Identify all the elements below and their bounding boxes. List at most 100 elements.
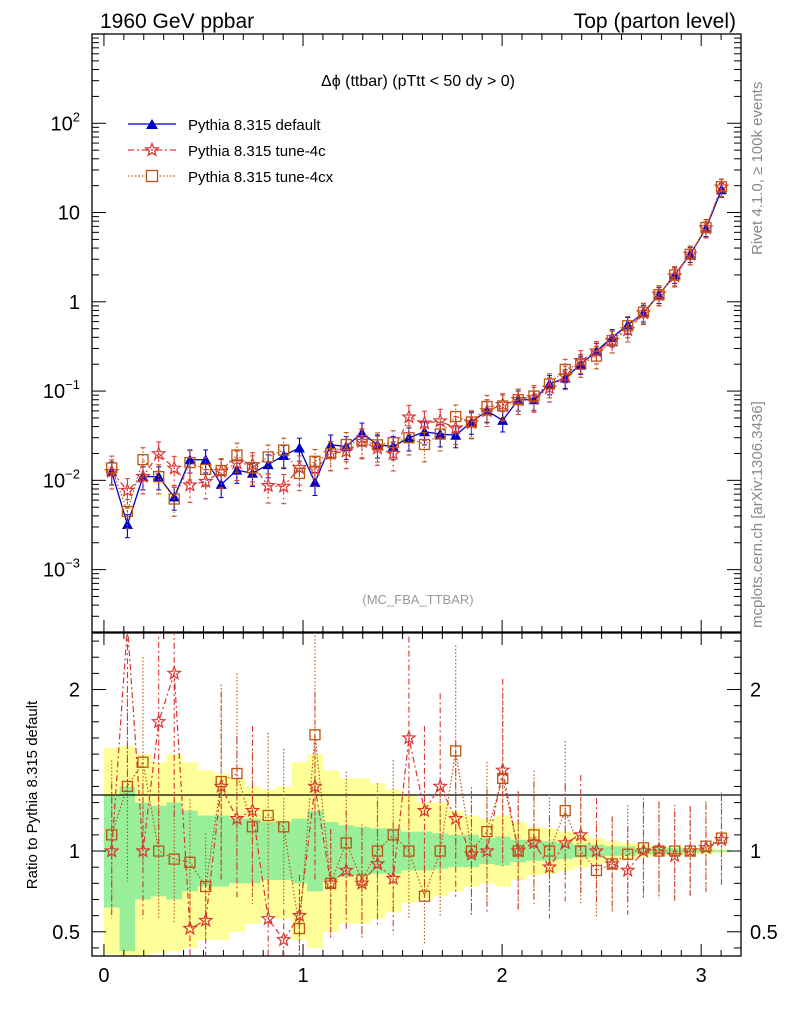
triangle-marker [262, 459, 274, 470]
ratio-y-tick-label-right: 0.5 [750, 922, 778, 944]
star-marker [119, 482, 136, 498]
ratio-star-marker [588, 842, 605, 858]
ratio-square-marker [153, 845, 165, 857]
series-line [111, 189, 723, 527]
ratio-square-marker [293, 922, 306, 935]
ratio-star-marker [619, 862, 636, 878]
ratio-star-marker [572, 826, 589, 842]
ratio-square-marker [309, 729, 321, 741]
series-1 [103, 178, 730, 509]
square-marker [309, 455, 321, 467]
band-green [260, 821, 277, 881]
ratio-square-marker [356, 874, 368, 886]
ratio-square-marker [653, 845, 665, 857]
star-marker [416, 414, 433, 430]
square-marker [465, 416, 478, 428]
ratio-square-marker [200, 880, 212, 893]
star-marker [401, 408, 417, 424]
ratio-square-marker [575, 845, 587, 857]
ratio-square-marker [606, 858, 618, 870]
ratio-square-marker [559, 805, 571, 817]
star-marker [260, 477, 277, 493]
triangle-marker [293, 442, 305, 453]
square-marker [512, 394, 524, 406]
x-tick-label: 2 [497, 965, 508, 987]
square-marker [543, 378, 556, 390]
star-marker [307, 461, 323, 476]
band-green [447, 834, 465, 868]
ratio-star-marker [197, 912, 214, 928]
header-left-title: 1960 GeV ppbar [100, 10, 254, 33]
star-marker [166, 460, 183, 475]
ratio-y-tick-label: 0.5 [52, 922, 80, 944]
legend-label-default: Pythia 8.315 default [188, 117, 321, 134]
square-marker [262, 451, 274, 463]
ratio-series-line [111, 734, 722, 929]
square-marker [387, 437, 399, 449]
square-marker [106, 462, 118, 474]
square-marker [356, 434, 368, 447]
series-2 [106, 178, 728, 530]
plot-title: Δϕ (ttbar) (pTtt < 50 dy > 0) [321, 73, 515, 90]
square-marker [340, 438, 352, 451]
square-marker [715, 181, 728, 193]
square-marker [121, 505, 134, 518]
legend-label-tune-4cx: Pythia 8.315 tune-4cx [188, 169, 334, 186]
square-marker [293, 467, 306, 480]
square-marker [622, 320, 634, 332]
square-marker [184, 456, 196, 469]
square-marker [371, 439, 384, 451]
ratio-star-marker [275, 931, 292, 947]
ratio-square-marker [246, 821, 259, 833]
square-marker [700, 221, 712, 234]
square-marker [434, 428, 446, 440]
square-marker [418, 438, 431, 451]
triangle-marker [200, 454, 212, 465]
ratio-square-marker [403, 845, 415, 857]
ratio-star-marker [244, 802, 261, 818]
ratio-y-tick-label: 1 [69, 841, 80, 863]
ratio-square-marker [669, 845, 681, 857]
main-plot-data [103, 178, 730, 539]
legend-entry-tune-4cx: Pythia 8.315 tune-4cx [128, 169, 334, 186]
star-marker [275, 478, 292, 494]
ratio-star-marker [385, 870, 402, 886]
ratio-square-marker [622, 848, 634, 860]
axes: 0 1 2 3 10−3 10−2 10−1 1 10 102 0.5 0.5 1 1 2 2 [43, 34, 778, 987]
square-marker [575, 358, 587, 370]
square-marker [215, 464, 227, 477]
square-marker [590, 350, 603, 362]
square-marker [606, 334, 618, 347]
ratio-square-marker [325, 877, 337, 889]
ratio-star-marker [121, 618, 133, 630]
y-tick-label-main: 1 [69, 292, 80, 314]
square-marker [497, 400, 509, 412]
ratio-star-marker [260, 910, 277, 926]
square-marker [325, 447, 337, 460]
main-plot-frame [91, 33, 742, 633]
ratio-series-2 [106, 633, 728, 956]
analysis-watermark: (MC_FBA_TTBAR) [362, 592, 473, 607]
ratio-square-marker [371, 845, 384, 857]
square-marker [559, 363, 571, 376]
square-marker [481, 400, 493, 413]
square-marker [153, 470, 165, 483]
ratio-star-marker [401, 729, 417, 745]
square-marker [653, 289, 665, 301]
ratio-y-tick-label: 2 [69, 680, 80, 702]
ratio-star-marker [369, 855, 386, 871]
band-green [182, 810, 199, 892]
ratio-square-marker [450, 745, 462, 757]
square-marker [528, 390, 540, 402]
ratio-series-line [111, 633, 722, 941]
series-0 [106, 182, 727, 539]
x-tick-label: 0 [98, 965, 109, 987]
ratio-square-marker [543, 845, 556, 857]
triangle-marker [168, 491, 180, 502]
ratio-square-marker [528, 829, 540, 841]
y-tick-label-main: 10−1 [43, 377, 80, 403]
star-marker [572, 352, 589, 368]
square-marker [200, 463, 212, 476]
ratio-square-marker [231, 767, 243, 780]
